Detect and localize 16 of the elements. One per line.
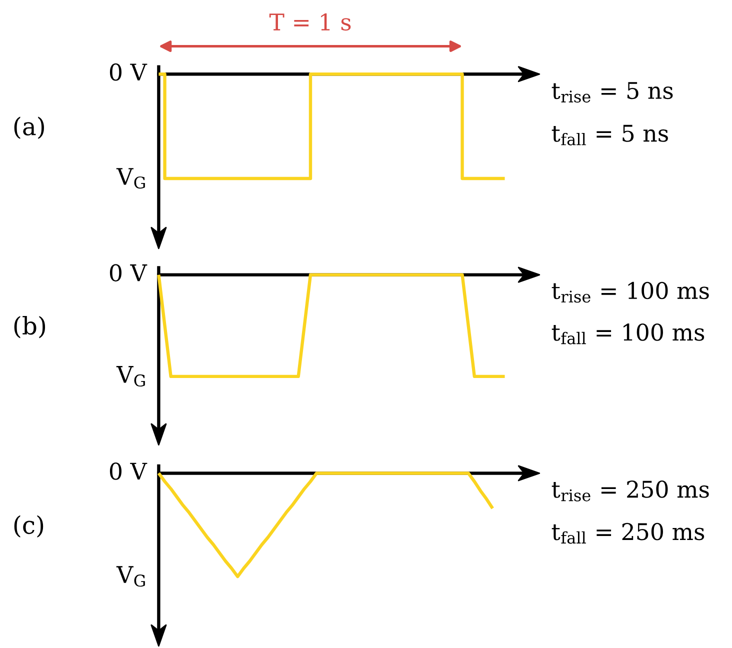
text: (b)	[14, 316, 46, 338]
text: t$_{fall}$ = 250 ms	[552, 522, 704, 544]
text: t$_{rise}$ = 5 ns	[552, 82, 673, 103]
text: V$_{G}$	[116, 366, 145, 387]
text: 0 V	[110, 63, 148, 81]
text: 0 V	[110, 462, 148, 480]
text: (c)	[14, 515, 44, 538]
text: V$_{G}$	[116, 566, 145, 587]
text: (a)	[14, 116, 44, 139]
text: t$_{rise}$ = 100 ms	[552, 282, 709, 303]
text: t$_{fall}$ = 5 ns	[552, 124, 668, 146]
text: t$_{fall}$ = 100 ms	[552, 324, 704, 344]
text: V$_{G}$	[116, 168, 145, 189]
text: T = 1 s	[269, 13, 351, 31]
text: 0 V	[110, 264, 148, 282]
text: t$_{rise}$ = 250 ms	[552, 480, 709, 502]
